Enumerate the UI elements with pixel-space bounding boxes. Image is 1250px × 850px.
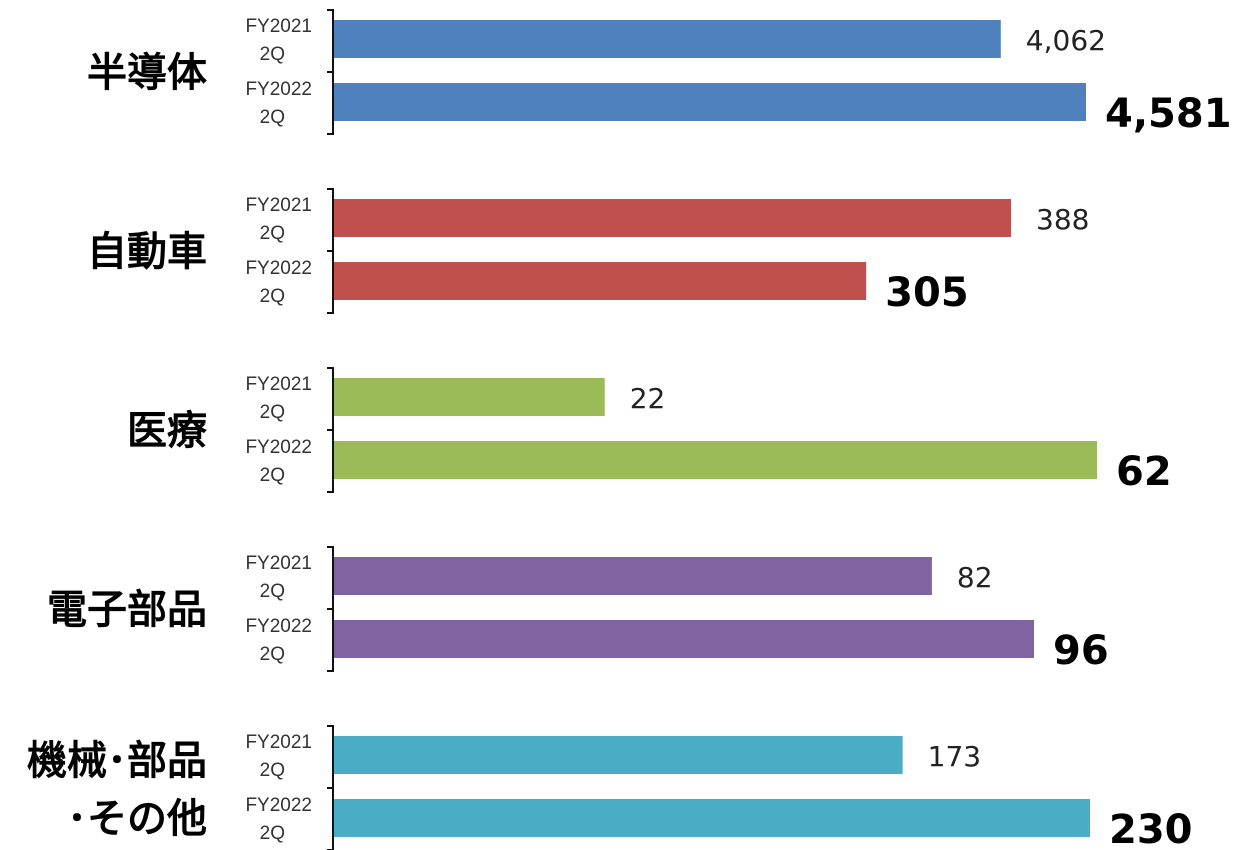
tick-label: FY2022: [245, 795, 312, 816]
tick-label: 2Q: [260, 823, 285, 844]
tick-label: 2Q: [260, 581, 285, 602]
tick-label: FY2022: [245, 616, 312, 637]
data-label: 22: [630, 382, 666, 415]
tick-label: FY2021: [245, 195, 312, 216]
category-axis: [327, 367, 334, 493]
tick-label: FY2022: [245, 258, 312, 279]
category-label: 自動車: [87, 229, 207, 275]
bar: [334, 199, 1011, 237]
bar: [334, 378, 605, 416]
bar: [334, 262, 867, 300]
category-label: 半導体: [87, 50, 207, 96]
data-label: 82: [957, 561, 993, 594]
tick-label: 2Q: [260, 223, 285, 244]
category-label: 電子部品: [47, 587, 207, 633]
data-label: 173: [928, 740, 981, 773]
category-label: 機械･部品: [27, 738, 207, 784]
category-axis: [327, 188, 334, 314]
bar: [334, 736, 903, 774]
data-label: 230: [1109, 807, 1193, 850]
category-label: 医療: [127, 408, 208, 454]
data-label: 96: [1053, 628, 1109, 674]
category-axis: [327, 9, 334, 135]
category-axis: [327, 546, 334, 672]
tick-label: FY2021: [245, 16, 312, 37]
tick-label: 2Q: [260, 402, 285, 423]
tick-label: 2Q: [260, 286, 285, 307]
bar: [334, 799, 1090, 837]
bar: [334, 20, 1001, 58]
category-label: ･その他: [67, 796, 207, 842]
tick-label: FY2022: [245, 79, 312, 100]
bar: [334, 441, 1097, 479]
tick-label: 2Q: [260, 44, 285, 65]
tick-label: 2Q: [260, 465, 285, 486]
tick-label: FY2021: [245, 732, 312, 753]
tick-label: 2Q: [260, 107, 285, 128]
tick-label: 2Q: [260, 760, 285, 781]
data-label: 4,581: [1105, 91, 1232, 137]
tick-label: FY2021: [245, 374, 312, 395]
bar: [334, 620, 1034, 658]
data-label: 62: [1116, 449, 1172, 495]
tick-label: FY2021: [245, 553, 312, 574]
data-label: 388: [1036, 203, 1089, 236]
tick-label: 2Q: [260, 644, 285, 665]
bar: [334, 557, 932, 595]
data-label: 4,062: [1026, 24, 1106, 57]
tick-label: FY2022: [245, 437, 312, 458]
category-axis: [327, 725, 334, 850]
bar: [334, 83, 1086, 121]
data-label: 305: [885, 270, 969, 316]
